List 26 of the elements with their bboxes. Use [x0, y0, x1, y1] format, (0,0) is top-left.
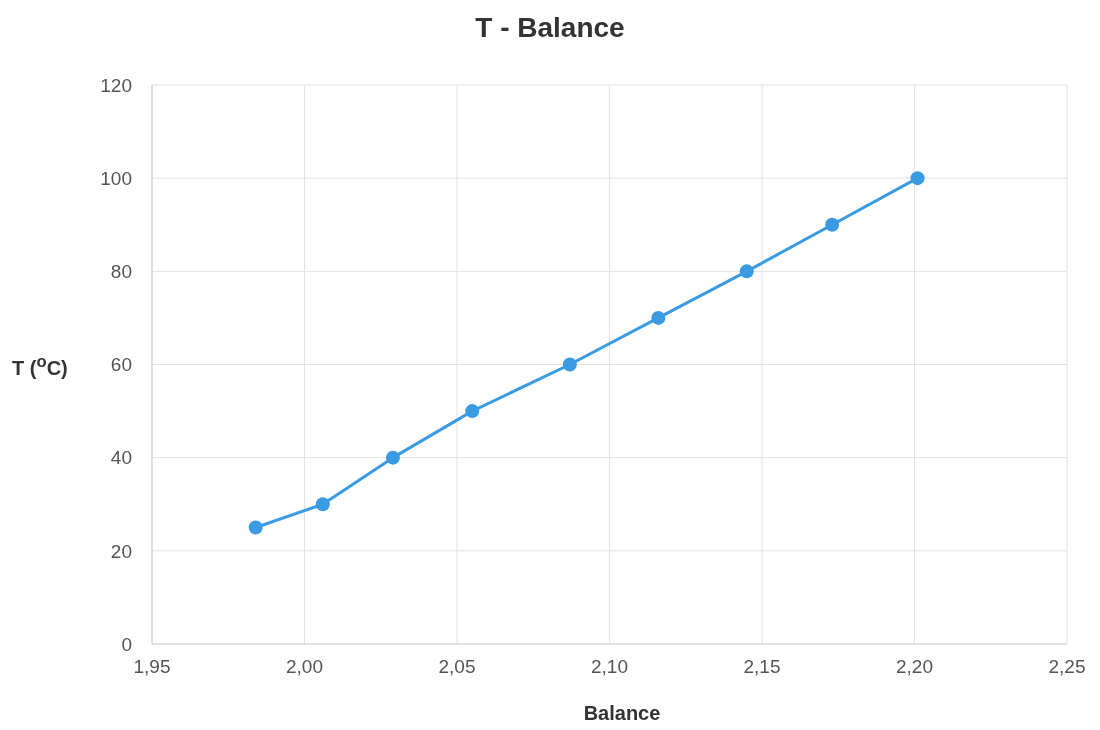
x-tick-label: 2,10: [591, 656, 628, 678]
point: [562, 357, 577, 372]
y-tick-label: 120: [100, 74, 132, 96]
x-tick-label: 1,95: [133, 656, 171, 678]
x-tick-label: 2,15: [743, 656, 781, 678]
chart-title: T - Balance: [474, 12, 626, 44]
point: [739, 264, 754, 279]
y-tick-label: 0: [121, 633, 132, 655]
x-tick-label: 2,25: [1048, 656, 1086, 678]
y-tick-label: 40: [110, 447, 132, 469]
point: [315, 497, 330, 512]
y-tick-label: 80: [110, 261, 132, 283]
x-tick-label: 2,05: [438, 656, 476, 678]
y-axis-title: T ($^{o}$C): [12, 352, 68, 380]
y-tick-label: 60: [110, 354, 132, 376]
x-tick-label: 2,20: [896, 656, 933, 678]
y-tick-label: 20: [110, 540, 132, 562]
x-axis-title: Balance: [582, 702, 662, 725]
point: [825, 217, 840, 232]
y-tick-label: 100: [100, 167, 132, 189]
x-tick-label: 2,00: [286, 656, 323, 678]
point: [910, 171, 925, 186]
point: [465, 404, 480, 419]
point: [651, 310, 666, 325]
point: [385, 450, 400, 465]
point: [248, 520, 263, 535]
